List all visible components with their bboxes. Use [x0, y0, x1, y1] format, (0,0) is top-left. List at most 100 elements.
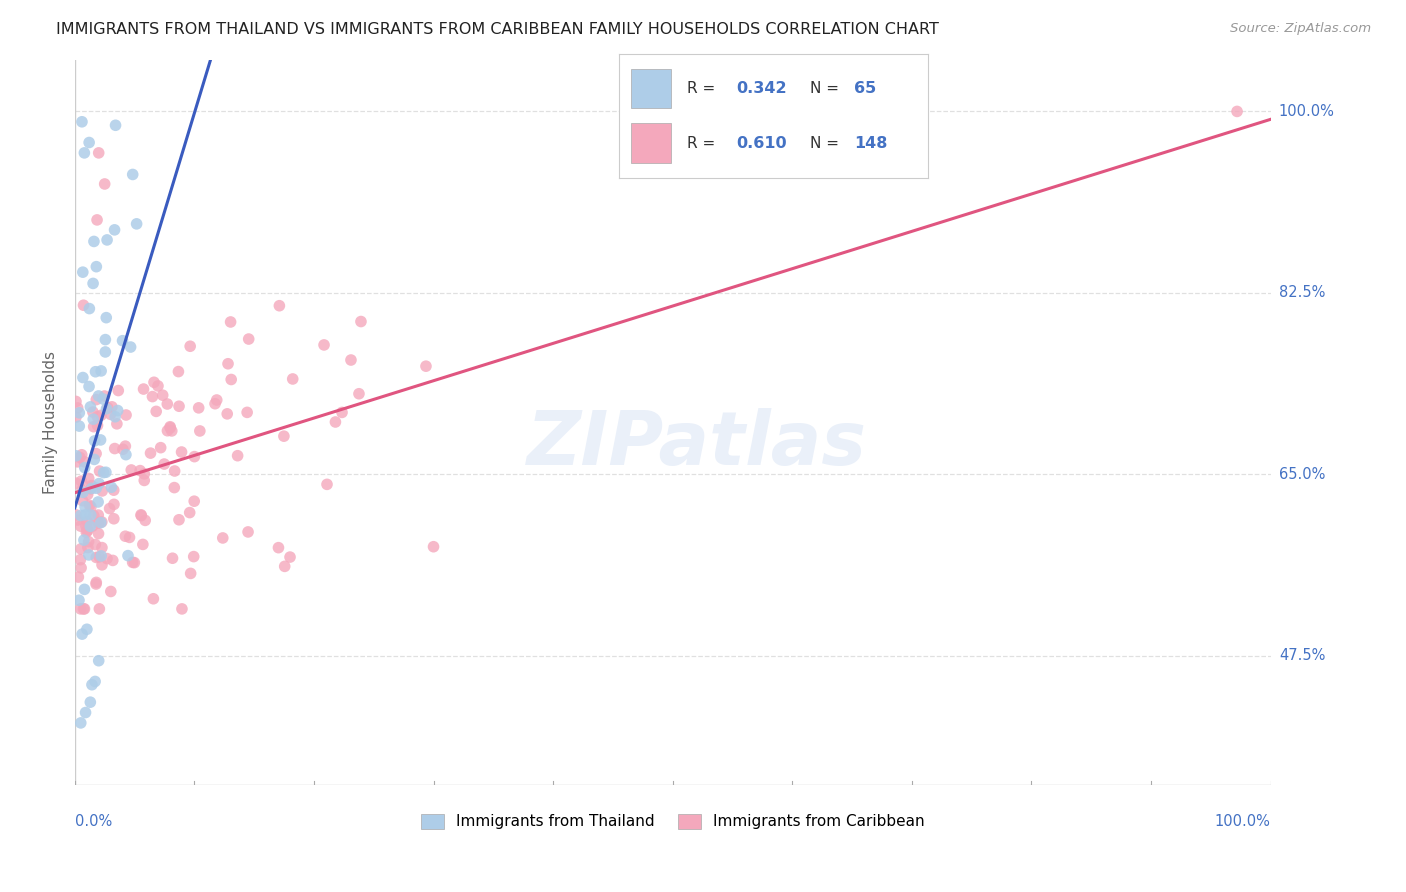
- Point: [66, 455, 89, 469]
- Point: [75, 500, 97, 514]
- Point: [76, 487, 98, 501]
- Point: [75, 518, 97, 533]
- Point: [67, 419, 90, 434]
- Point: [67, 570, 90, 584]
- Point: [77, 136, 100, 150]
- Point: [80, 500, 103, 514]
- Point: [72, 485, 94, 500]
- Point: [90, 516, 112, 530]
- Point: [96, 401, 118, 416]
- Point: [134, 467, 156, 481]
- Text: 0.0%: 0.0%: [75, 814, 112, 829]
- Point: [86, 260, 108, 274]
- Point: [159, 421, 181, 435]
- Point: [77, 471, 100, 485]
- Point: [103, 512, 125, 526]
- Point: [415, 359, 437, 374]
- Point: [66, 401, 89, 415]
- Point: [330, 405, 353, 419]
- Point: [84, 674, 107, 689]
- Point: [70, 448, 93, 462]
- Point: [132, 382, 155, 396]
- Point: [121, 168, 143, 182]
- Point: [77, 379, 100, 393]
- Point: [96, 310, 118, 325]
- Point: [83, 419, 105, 434]
- Point: [90, 364, 112, 378]
- Point: [84, 447, 107, 461]
- Legend: Immigrants from Thailand, Immigrants from Caribbean: Immigrants from Thailand, Immigrants fro…: [415, 808, 931, 836]
- Point: [65, 410, 87, 425]
- Point: [72, 265, 94, 279]
- Point: [156, 424, 179, 438]
- Point: [76, 515, 98, 529]
- Point: [96, 551, 118, 566]
- Point: [312, 338, 335, 352]
- Point: [114, 529, 136, 543]
- Point: [84, 577, 107, 591]
- Point: [73, 602, 96, 616]
- Point: [84, 550, 107, 565]
- Point: [93, 466, 115, 480]
- Point: [83, 235, 105, 249]
- Point: [347, 386, 370, 401]
- Point: [167, 513, 190, 527]
- Text: Source: ZipAtlas.com: Source: ZipAtlas.com: [1230, 22, 1371, 36]
- Point: [90, 515, 112, 529]
- Point: [156, 397, 179, 411]
- Point: [115, 408, 138, 422]
- Point: [103, 497, 125, 511]
- Point: [70, 627, 93, 641]
- Point: [80, 478, 103, 492]
- Point: [77, 541, 100, 555]
- Point: [65, 476, 87, 491]
- Point: [79, 519, 101, 533]
- Point: [79, 400, 101, 414]
- Point: [86, 418, 108, 433]
- Point: [72, 602, 94, 616]
- Point: [226, 449, 249, 463]
- Text: R =: R =: [686, 136, 720, 151]
- Point: [89, 464, 111, 478]
- Point: [129, 508, 152, 522]
- Point: [163, 481, 186, 495]
- Point: [118, 530, 141, 544]
- Text: 47.5%: 47.5%: [1279, 648, 1326, 663]
- Text: N =: N =: [810, 136, 844, 151]
- Point: [350, 314, 373, 328]
- Point: [100, 480, 122, 494]
- Point: [80, 678, 103, 692]
- Point: [84, 537, 107, 551]
- Point: [162, 551, 184, 566]
- Point: [67, 593, 90, 607]
- Point: [87, 476, 110, 491]
- Point: [83, 434, 105, 448]
- Point: [69, 552, 91, 566]
- Point: [94, 465, 117, 479]
- Point: [104, 442, 127, 456]
- Point: [278, 550, 301, 565]
- Point: [69, 508, 91, 523]
- Point: [72, 298, 94, 312]
- Text: 0.342: 0.342: [737, 81, 787, 96]
- Point: [183, 494, 205, 508]
- Point: [79, 482, 101, 496]
- Point: [89, 602, 111, 616]
- Point: [87, 516, 110, 531]
- Point: [273, 429, 295, 443]
- Point: [179, 339, 201, 353]
- Point: [87, 526, 110, 541]
- Point: [316, 477, 339, 491]
- Point: [111, 334, 134, 348]
- Point: [101, 553, 124, 567]
- Point: [183, 450, 205, 464]
- Point: [149, 441, 172, 455]
- Text: N =: N =: [810, 81, 844, 96]
- Point: [80, 482, 103, 496]
- FancyBboxPatch shape: [631, 69, 671, 109]
- Point: [82, 405, 104, 419]
- Point: [83, 452, 105, 467]
- Point: [75, 706, 97, 720]
- Point: [183, 549, 205, 564]
- Point: [82, 412, 104, 426]
